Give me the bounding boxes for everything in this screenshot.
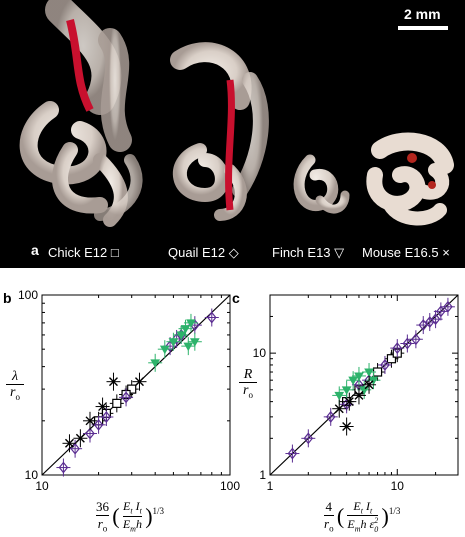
x-tick-label: 10 [35,479,49,493]
data-point-triangle [348,376,358,386]
panel-c-letter: c [232,290,240,306]
finch-gut [293,154,350,214]
data-point-triangle [341,386,352,395]
data-point-diamond [436,305,446,318]
x-tick-label: 1 [267,479,274,493]
species-label-chick: Chick E12 □ [48,245,119,260]
chick-red-vessel [66,19,94,112]
panel-b-ylabel: λ ro [6,369,24,405]
chick-gut [19,0,143,227]
data-point-x [334,404,344,414]
data-point-diamond [58,461,69,474]
panel-b-letter: b [3,290,12,306]
data-point-triangle [334,391,345,401]
data-point-x [344,397,354,407]
y-tick-label: 1 [259,468,266,482]
data-point-x [108,377,118,387]
data-point-diamond [287,447,298,460]
data-point-triangle [176,331,187,340]
plot-frame [41,294,231,476]
data-point-x [342,422,352,432]
data-point-diamond [430,313,441,326]
data-point-x [85,416,95,426]
specimen-photo: 2 mm a Chick E12 □ Quail E12 ◇ Finch E13… [0,0,465,268]
triangle-down-symbol: ▽ [334,245,345,260]
data-point-triangle [150,359,161,368]
data-point-x [134,377,144,387]
data-point-square [386,354,397,364]
diamond-symbol: ◇ [228,245,239,260]
data-point-x [354,390,364,400]
data-point-square [127,384,137,394]
y-tick-label: 10 [25,468,39,482]
data-point-triangle [159,345,170,355]
mouse-gut [366,132,454,226]
x-symbol: × [442,245,450,260]
data-point-diamond [380,358,390,371]
data-point-diamond [93,418,104,431]
species-label-finch: Finch E13 ▽ [272,245,345,260]
scale-bar-label: 2 mm [404,6,441,22]
panel-c-ylabel: R ro [239,367,257,403]
data-point-x [98,402,108,412]
panel-c-plot: 11 10 10 [253,294,459,493]
data-point-diamond [207,311,217,324]
data-point-diamond [443,300,453,313]
data-point-x [75,433,85,443]
data-point-triangle [368,376,379,386]
data-point-diamond [402,337,413,350]
data-point-triangle [354,372,364,381]
plot-frame [269,294,459,476]
x-tick-label: 10 [391,479,405,493]
species-label-mouse: Mouse E16.5 × [362,245,450,260]
quail-gut [170,42,269,221]
data-point-diamond [303,432,314,445]
panel-b-xlabel: 36 ro ( Et It Emh )1/3 [96,499,165,534]
x-tick-label: 100 [220,479,240,493]
data-point-triangle [186,319,196,328]
quail-red-vessel [225,79,235,211]
data-point-triangle [189,338,200,347]
data-point-triangle [180,325,191,334]
scale-bar [398,26,448,30]
y-tick-label: 100 [18,288,38,302]
data-point-diamond [85,427,95,440]
data-point-square [112,398,122,408]
square-symbol: □ [110,245,119,260]
data-point-diamond [325,410,336,423]
panel-c-xlabel: 4 ro ( Et It Emh ε20 )1/3 [324,499,401,534]
panel-a-letter: a [31,242,39,258]
data-point-diamond [101,411,112,423]
data-point-diamond [392,342,403,355]
data-point-triangle [183,342,194,352]
data-point-x [364,380,374,390]
data-point-diamond [121,391,131,404]
y-tick-label: 10 [253,346,267,360]
data-point-diamond [418,319,429,332]
data-point-diamond [411,333,421,346]
data-point-triangle [364,368,374,378]
data-point-x [64,438,74,448]
species-label-quail: Quail E12 ◇ [168,245,239,260]
data-point-triangle [168,338,179,347]
